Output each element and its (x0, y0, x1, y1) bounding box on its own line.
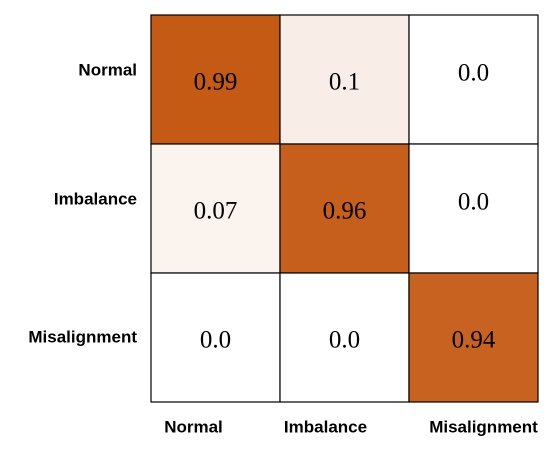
heatmap-cell-normal-imbalance (279, 14, 410, 145)
heatmap-cells: 0.99 0.1 0.0 0.07 0.96 0.0 0.0 0.0 0.94 (150, 14, 539, 403)
heatmap-value-label: 0.0 (458, 60, 489, 87)
column-label-misalignment: Misalignment (429, 417, 538, 436)
heatmap-value-label: 0.0 (458, 189, 489, 216)
column-labels: Normal Imbalance Misalignment (164, 417, 538, 436)
heatmap-value-label: 0.96 (323, 198, 367, 225)
row-label-misalignment: Misalignment (28, 327, 137, 346)
heatmap-value-label: 0.07 (194, 198, 238, 225)
heatmap-cell-normal-misalignment (408, 14, 539, 145)
heatmap-value-label: 0.1 (329, 69, 360, 96)
heatmap-cell-misalignment-imbalance (279, 272, 410, 403)
heatmap-value-label: 0.99 (194, 69, 238, 96)
heatmap-value-label: 0.94 (452, 327, 496, 354)
heatmap-cell-imbalance-normal (150, 143, 281, 274)
heatmap-value-label: 0.0 (329, 327, 360, 354)
heatmap-cell-imbalance-imbalance (279, 143, 410, 274)
column-label-imbalance: Imbalance (284, 417, 367, 436)
row-label-imbalance: Imbalance (54, 189, 137, 208)
column-label-normal: Normal (164, 417, 223, 436)
heatmap-cell-misalignment-misalignment (408, 272, 539, 403)
row-labels: Normal Imbalance Misalignment (28, 60, 137, 346)
heatmap-cell-misalignment-normal (150, 272, 281, 403)
heatmap-value-label: 0.0 (200, 327, 231, 354)
heatmap-cell-imbalance-misalignment (408, 143, 539, 274)
heatmap-cell-normal-normal (150, 14, 281, 145)
row-label-normal: Normal (78, 60, 137, 79)
